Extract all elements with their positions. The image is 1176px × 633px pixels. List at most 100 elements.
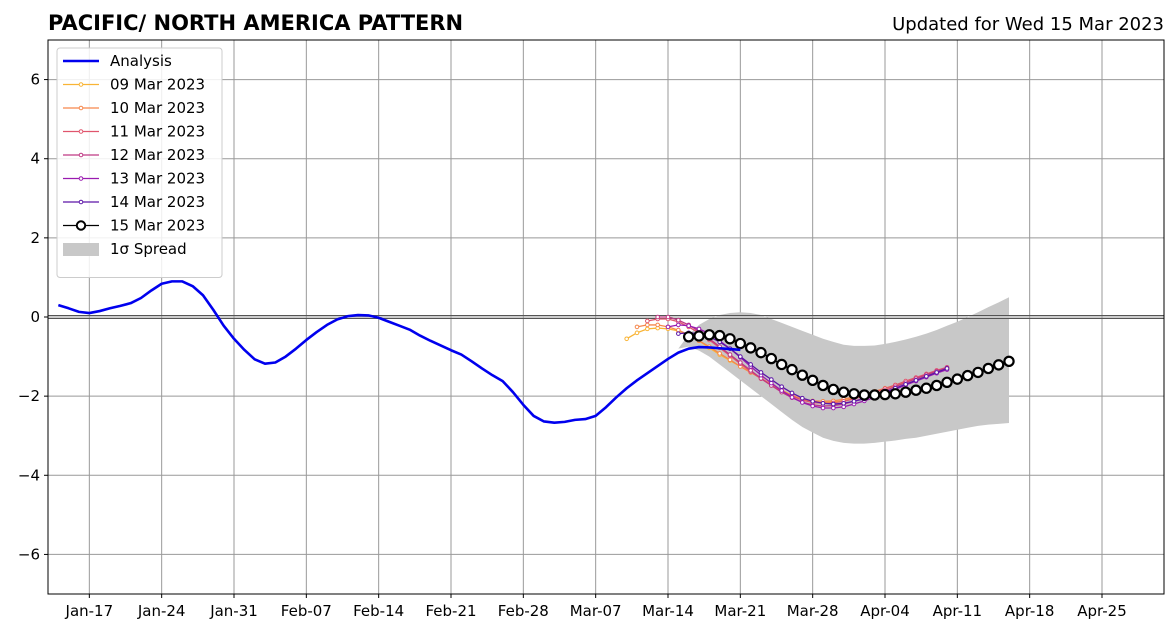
- forecast-point: [951, 373, 964, 385]
- forecast-point: [748, 362, 753, 367]
- legend-key-marker: [78, 82, 84, 87]
- legend-key-marker: [75, 220, 87, 231]
- y-tick-label: 2: [30, 229, 40, 247]
- y-tick-label: −6: [18, 545, 40, 563]
- legend-label: 13 Mar 2023: [110, 170, 205, 188]
- legend-key-marker: [78, 152, 84, 158]
- forecast-point: [810, 398, 815, 404]
- forecast-point: [682, 331, 695, 343]
- forecast-point: [868, 389, 881, 401]
- forecast-point: [961, 369, 974, 382]
- legend-box: [56, 47, 223, 278]
- forecast-point: [703, 329, 716, 341]
- x-tick-label: Mar-07: [570, 602, 622, 620]
- x-tick-label: Mar-14: [642, 602, 694, 620]
- forecast-point: [1003, 355, 1015, 368]
- legend: Analysis 09 Mar 2023 10 Mar 2023 11 Mar 202…: [56, 47, 223, 278]
- axis-ticks: Jan-17 Jan-24 Jan-31 Feb-07 Feb-14 Feb-21 Feb-…: [18, 71, 1127, 620]
- forecast-point: [796, 369, 809, 381]
- forecast-point: [858, 389, 871, 401]
- y-tick-label: 6: [30, 71, 40, 89]
- chart-subtitle: Updated for Wed 15 Mar 2023: [892, 14, 1164, 35]
- forecast-point: [941, 376, 953, 388]
- forecast-point: [769, 377, 774, 382]
- legend-key-marker: [78, 199, 84, 205]
- spread-layer: [678, 297, 1009, 444]
- legend-key-spread: [63, 243, 99, 256]
- x-tick-label: Mar-28: [787, 602, 839, 620]
- gridlines: [48, 40, 1164, 594]
- x-tick-label: Apr-11: [933, 602, 983, 620]
- forecast-point: [817, 379, 829, 392]
- forecast-point: [769, 380, 774, 386]
- forecast-point: [738, 354, 743, 359]
- forecast-point: [934, 370, 939, 375]
- zero-line-layer: [48, 315, 1164, 319]
- forecast-point: [789, 395, 795, 400]
- legend-label: 15 Mar 2023: [110, 217, 205, 235]
- forecast-point: [982, 362, 995, 375]
- y-tick-label: −4: [18, 466, 40, 484]
- legend-label: 12 Mar 2023: [110, 146, 205, 164]
- forecast-point: [738, 360, 743, 365]
- forecast-point: [920, 382, 933, 394]
- forecast-point: [645, 318, 650, 324]
- forecast-point: [899, 386, 912, 398]
- forecast-point: [913, 378, 919, 383]
- forecast-point: [879, 388, 891, 401]
- forecast-point: [665, 324, 671, 330]
- x-tick-label: Mar-21: [714, 602, 766, 620]
- forecast-point: [624, 336, 629, 342]
- forecast-point: [724, 333, 736, 345]
- forecast-point: [696, 326, 702, 332]
- forecast-point: [810, 403, 815, 409]
- x-tick-label: Apr-18: [1005, 602, 1055, 620]
- forecast-point: [676, 322, 681, 328]
- forecast-point: [734, 337, 747, 350]
- spread-band: [678, 297, 1009, 444]
- x-tick-label: Feb-21: [425, 602, 476, 620]
- forecast-point: [779, 384, 784, 389]
- forecast-point: [665, 314, 671, 320]
- legend-label: 09 Mar 2023: [110, 76, 205, 94]
- forecast-point: [820, 400, 826, 406]
- forecast-point: [841, 400, 846, 406]
- forecast-point: [827, 383, 840, 396]
- y-tick-label: −2: [18, 387, 40, 405]
- forecast-point: [837, 386, 850, 398]
- forecast-point: [634, 324, 640, 330]
- legend-key-marker: [78, 129, 84, 134]
- x-tick-label: Apr-25: [1077, 602, 1127, 620]
- forecast-point: [775, 358, 788, 371]
- forecast-point: [634, 330, 640, 336]
- forecast-point: [800, 395, 805, 401]
- y-tick-label: 4: [30, 150, 40, 168]
- forecast-point: [820, 405, 826, 411]
- analysis-line: [57, 280, 741, 424]
- forecast-point: [748, 368, 753, 373]
- forecast-series: [676, 330, 950, 407]
- forecast-point: [889, 388, 902, 400]
- legend-key-marker: [78, 176, 84, 181]
- forecast-point: [744, 342, 757, 354]
- forecast-point: [903, 381, 908, 387]
- forecast-point: [972, 366, 984, 379]
- chart-title: PACIFIC/ NORTH AMERICA PATTERN: [48, 11, 463, 35]
- x-tick-label: Jan-31: [209, 602, 258, 620]
- forecast-point: [717, 351, 722, 356]
- forecast-point: [655, 322, 660, 328]
- forecast-point: [992, 359, 1005, 371]
- forecast-point: [727, 357, 733, 363]
- forecast-point: [676, 317, 681, 323]
- legend-label: 1σ Spread: [110, 240, 187, 258]
- forecast-point: [831, 401, 836, 407]
- legend-label: 14 Mar 2023: [110, 193, 205, 211]
- forecast-point: [645, 322, 650, 328]
- forecast-point: [693, 330, 705, 342]
- forecast-point: [727, 352, 733, 357]
- forecast-point: [910, 384, 922, 396]
- forecast-point: [848, 388, 860, 400]
- forecast-series: [682, 329, 1015, 401]
- x-tick-label: Jan-17: [65, 602, 114, 620]
